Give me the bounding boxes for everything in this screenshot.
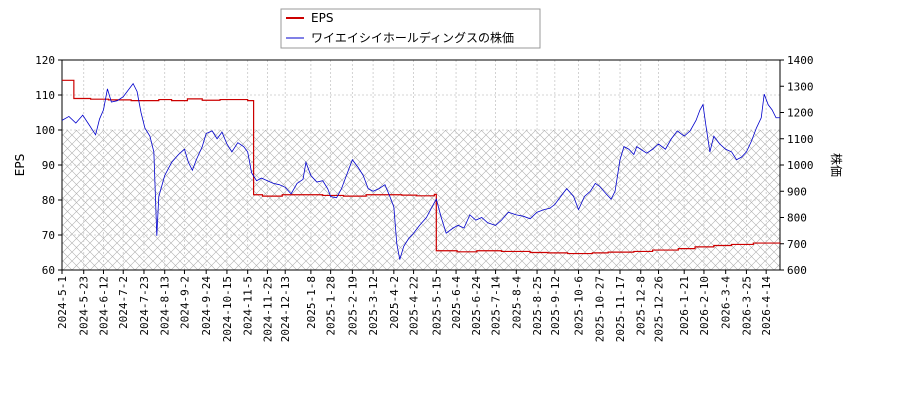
grid (61, 59, 780, 271)
y2-tick-label: 600 (787, 264, 807, 277)
y-tick-label: 60 (42, 264, 55, 277)
y-tick-label: 90 (42, 159, 55, 172)
y-axis-left-title: EPS (13, 154, 27, 176)
series-lines (61, 79, 781, 260)
y2-tick-label: 1100 (787, 133, 814, 146)
legend-box (280, 8, 541, 49)
x-tick-label: 2025-7-14 (490, 276, 503, 336)
x-tick-label: 2024-9-2 (178, 276, 191, 329)
x-tick-label: 2025-8-25 (531, 276, 544, 336)
y2-tick-label: 1300 (787, 80, 814, 93)
x-tick-label: 2025-8-4 (510, 276, 523, 329)
x-axis-ticks: 2024-5-1 2024-5-23 2024-6-12 2024-7-2 2024-7… (56, 270, 773, 342)
x-tick-label: 2025-2-19 (346, 276, 359, 336)
x-tick-label: 2025-10-27 (593, 276, 606, 342)
y2-tick-label: 1400 (787, 54, 814, 67)
x-tick-label: 2024-5-1 (56, 276, 69, 329)
legend-entry-stock-price: ワイエイシイホールディングスの株価 (311, 30, 514, 45)
x-tick-label: 2026-1-21 (678, 276, 691, 336)
y-tick-label: 70 (42, 229, 55, 242)
x-tick-label: 2026-2-10 (698, 276, 711, 336)
x-tick-label: 2025-4-2 (388, 276, 401, 329)
x-tick-label: 2024-9-24 (200, 276, 213, 336)
x-tick-label: 2025-5-15 (430, 276, 443, 336)
x-tick-label: 2024-11-25 (261, 276, 274, 342)
x-tick-label: 2025-6-4 (450, 276, 463, 329)
x-tick-label: 2024-8-13 (159, 276, 172, 336)
y-axis-right-ticks: 600 700 800 900 1000 1100 1200 1300 1400 (780, 54, 814, 277)
x-tick-label: 2026-4-14 (760, 276, 773, 336)
y-tick-label: 100 (35, 124, 55, 137)
x-tick-label: 2025-4-22 (408, 276, 421, 336)
y-tick-label: 120 (35, 54, 55, 67)
x-tick-label: 2024-12-13 (279, 276, 292, 342)
x-tick-label: 2025-12-26 (653, 276, 666, 342)
x-tick-label: 2026-3-25 (740, 276, 753, 336)
hatched-region (62, 130, 780, 270)
y-axis-right-title: 株価 (829, 153, 844, 177)
x-tick-label: 2024-6-12 (97, 276, 110, 336)
x-tick-label: 2024-11-5 (242, 276, 255, 336)
x-tick-label: 2025-10-6 (573, 276, 586, 336)
x-tick-label: 2024-10-15 (221, 276, 234, 342)
y2-tick-label: 900 (787, 185, 807, 198)
y-tick-label: 80 (42, 194, 55, 207)
y-axis-left-ticks: 60 70 80 90 100 110 120 (35, 54, 62, 277)
y-tick-label: 110 (35, 89, 55, 102)
y2-tick-label: 800 (787, 212, 807, 225)
x-tick-label: 2024-7-23 (138, 276, 151, 336)
x-tick-label: 2025-9-12 (549, 276, 562, 336)
y2-tick-label: 700 (787, 238, 807, 251)
x-tick-label: 2025-1-28 (325, 276, 338, 336)
x-tick-label: 2024-7-2 (117, 276, 130, 329)
x-tick-label: 2025-12-8 (635, 276, 648, 336)
x-tick-label: 2024-5-23 (78, 276, 91, 336)
series-line-eps (62, 79, 781, 255)
x-tick-label: 2025-3-12 (367, 276, 380, 336)
x-tick-label: 2026-3-4 (720, 276, 733, 329)
x-tick-label: 2025-11-17 (614, 276, 627, 342)
series-line-stock-price (61, 82, 780, 260)
y2-tick-label: 1000 (787, 159, 814, 172)
x-tick-label: 2025-1-8 (305, 276, 318, 329)
legend: EPS ワイエイシイホールディングスの株価 (280, 8, 541, 49)
legend-entry-eps: EPS (311, 11, 333, 25)
x-tick-label: 2025-6-24 (470, 276, 483, 336)
hatch-fill (62, 130, 780, 270)
y2-tick-label: 1200 (787, 107, 814, 120)
